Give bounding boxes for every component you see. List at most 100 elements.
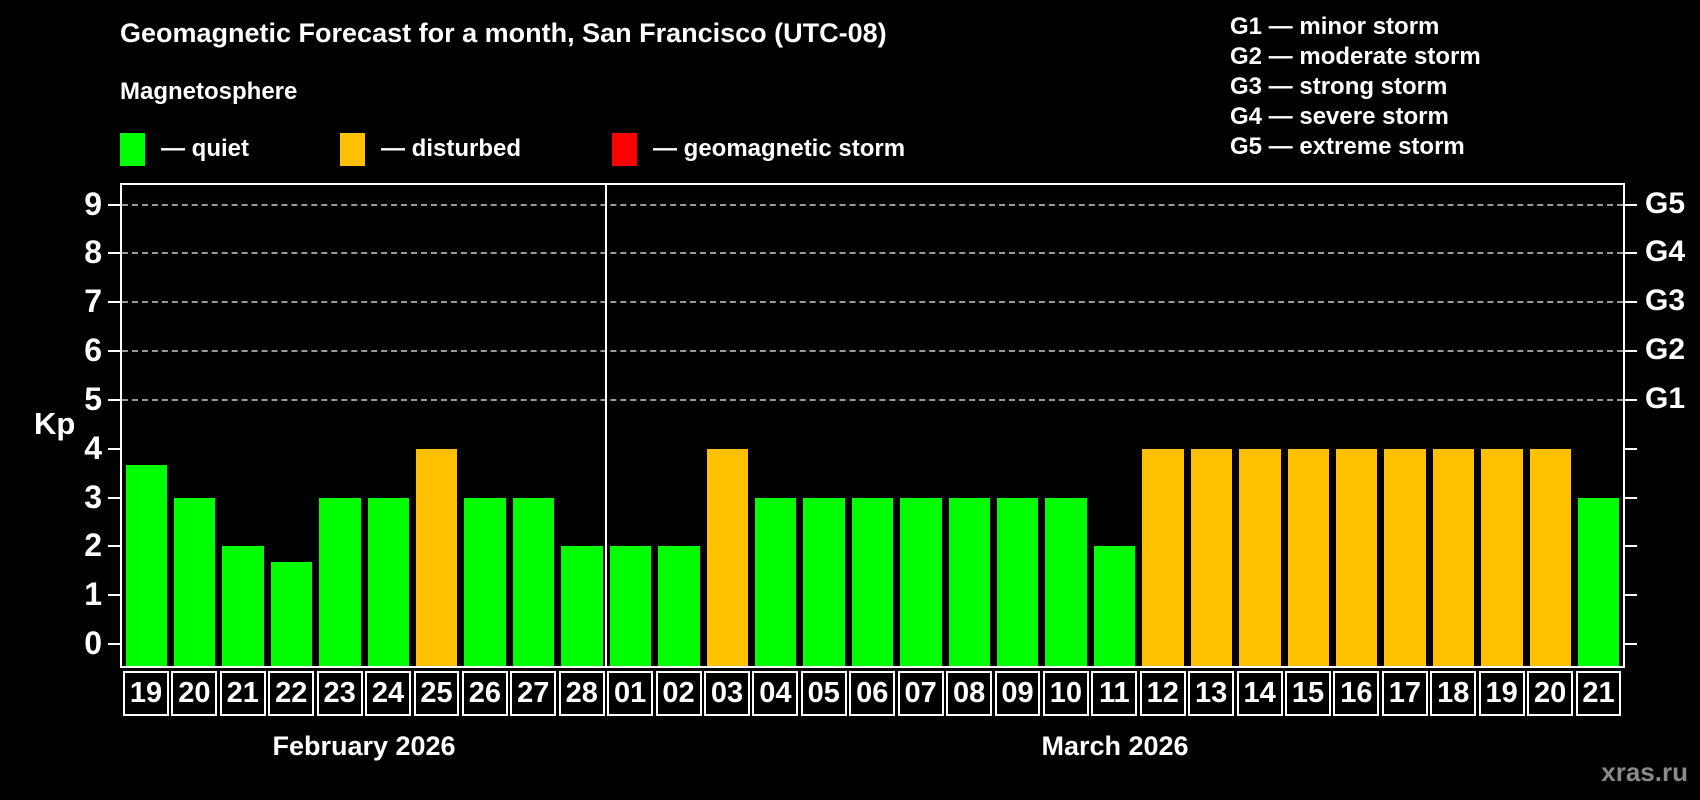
kp-bar-march-07 bbox=[900, 497, 942, 666]
kp-bar-march-06 bbox=[851, 497, 894, 666]
kp-bar-march-05 bbox=[803, 497, 845, 666]
day-label: 19 bbox=[1478, 671, 1525, 716]
y-axis-label-9: 9 bbox=[84, 185, 102, 222]
month-divider bbox=[605, 185, 608, 666]
legend-label-disturbed: — disturbed bbox=[381, 135, 522, 162]
legend-item-quiet: — quiet bbox=[120, 131, 249, 167]
y-axis-label-7: 7 bbox=[84, 283, 102, 320]
left-axis-tick bbox=[108, 203, 120, 206]
right-axis-label-g3: G3 bbox=[1645, 284, 1686, 318]
y-axis-label-1: 1 bbox=[84, 576, 102, 613]
watermark: xras.ru bbox=[1601, 757, 1688, 787]
g2-legend-line: G2 — moderate storm bbox=[1230, 43, 1481, 70]
g4-legend-line: G4 — severe storm bbox=[1230, 103, 1449, 130]
kp-bar-march-11 bbox=[1093, 546, 1136, 666]
kp-bar-february-25 bbox=[416, 448, 458, 666]
day-label: 04 bbox=[752, 671, 799, 716]
kp-bar-february-23 bbox=[319, 497, 361, 666]
right-axis-tick bbox=[1625, 350, 1637, 353]
kp-bar-february-24 bbox=[367, 497, 409, 666]
day-label: 02 bbox=[655, 671, 702, 716]
kp-bar-march-10 bbox=[1045, 497, 1087, 666]
day-label: 08 bbox=[946, 671, 993, 716]
day-label: 20 bbox=[171, 671, 218, 716]
kp-bar-march-03 bbox=[706, 448, 748, 666]
day-label: 06 bbox=[849, 671, 896, 716]
day-label: 22 bbox=[268, 671, 315, 716]
y-axis-title: Kp bbox=[34, 406, 76, 441]
right-axis-tick bbox=[1625, 301, 1637, 304]
gridline-kp5 bbox=[122, 398, 1623, 401]
left-axis-tick bbox=[108, 350, 120, 353]
left-axis-tick bbox=[108, 496, 120, 499]
kp-bar-march-08 bbox=[948, 497, 991, 666]
day-label: 21 bbox=[1575, 671, 1622, 716]
right-axis-label-g2: G2 bbox=[1645, 333, 1686, 367]
day-label: 13 bbox=[1188, 671, 1235, 716]
left-axis-tick bbox=[108, 447, 120, 450]
left-axis-tick bbox=[108, 252, 120, 255]
kp-bar-march-18 bbox=[1432, 448, 1475, 666]
left-axis-tick bbox=[108, 545, 120, 548]
kp-bar-march-14 bbox=[1239, 448, 1281, 666]
y-axis-label-3: 3 bbox=[84, 478, 102, 515]
gridline-kp9 bbox=[122, 203, 1623, 206]
legend-item-storm: — geomagnetic storm bbox=[612, 131, 905, 167]
kp-bar-february-21 bbox=[222, 546, 264, 666]
kp-bar-march-21 bbox=[1578, 497, 1620, 666]
right-axis-tick bbox=[1625, 203, 1637, 206]
kp-bar-march-16 bbox=[1335, 448, 1378, 666]
kp-bar-february-27 bbox=[512, 497, 555, 666]
day-label: 20 bbox=[1527, 671, 1574, 716]
right-axis-label-g1: G1 bbox=[1645, 381, 1686, 415]
g-scale-legend: G1 — minor storm G2 — moderate storm G3 … bbox=[1230, 12, 1481, 162]
kp-bar-march-20 bbox=[1529, 448, 1572, 666]
day-label: 09 bbox=[994, 671, 1041, 716]
kp-bar-february-20 bbox=[173, 497, 216, 666]
day-label: 23 bbox=[316, 671, 363, 716]
day-label: 19 bbox=[123, 671, 169, 716]
left-axis-tick bbox=[108, 594, 120, 597]
right-axis-tick bbox=[1625, 496, 1637, 499]
kp-bar-march-01 bbox=[609, 546, 652, 666]
plot-area bbox=[120, 183, 1625, 668]
y-axis-label-0: 0 bbox=[84, 625, 102, 662]
day-label: 03 bbox=[704, 671, 750, 716]
day-label: 26 bbox=[461, 671, 508, 716]
right-axis-tick bbox=[1625, 545, 1637, 548]
day-label: 17 bbox=[1381, 671, 1428, 716]
storm-color-swatch bbox=[612, 132, 637, 166]
right-axis-tick bbox=[1625, 447, 1637, 450]
g3-legend-line: G3 — strong storm bbox=[1230, 73, 1448, 100]
kp-bar-march-17 bbox=[1384, 448, 1426, 666]
chart-title: Geomagnetic Forecast for a month, San Fr… bbox=[120, 18, 887, 48]
kp-bar-march-13 bbox=[1190, 448, 1233, 666]
right-axis-label-g5: G5 bbox=[1645, 186, 1686, 220]
right-axis-tick bbox=[1625, 398, 1637, 401]
chart-subtitle: Magnetosphere bbox=[120, 78, 298, 105]
quiet-color-swatch bbox=[120, 132, 145, 166]
kp-bar-march-04 bbox=[754, 497, 797, 666]
legend-item-disturbed: — disturbed bbox=[340, 131, 521, 167]
y-axis-label-8: 8 bbox=[84, 234, 102, 271]
day-label: 05 bbox=[800, 671, 847, 716]
kp-bar-february-22 bbox=[270, 562, 313, 666]
day-label: 12 bbox=[1139, 671, 1186, 716]
day-label: 24 bbox=[365, 671, 411, 716]
g1-legend-line: G1 — minor storm bbox=[1230, 13, 1440, 40]
g5-legend-line: G5 — extreme storm bbox=[1230, 133, 1465, 160]
gridline-kp8 bbox=[122, 252, 1623, 255]
day-label: 16 bbox=[1333, 671, 1380, 716]
kp-bar-march-15 bbox=[1287, 448, 1329, 666]
kp-bar-march-09 bbox=[997, 497, 1039, 666]
day-label: 25 bbox=[413, 671, 460, 716]
kp-bar-february-26 bbox=[464, 497, 506, 666]
left-axis-tick bbox=[108, 301, 120, 304]
day-label: 15 bbox=[1285, 671, 1331, 716]
y-axis-label-4: 4 bbox=[84, 429, 102, 466]
day-label: 01 bbox=[607, 671, 654, 716]
day-label: 14 bbox=[1236, 671, 1283, 716]
y-axis-label-2: 2 bbox=[84, 527, 102, 564]
day-label: 18 bbox=[1430, 671, 1477, 716]
